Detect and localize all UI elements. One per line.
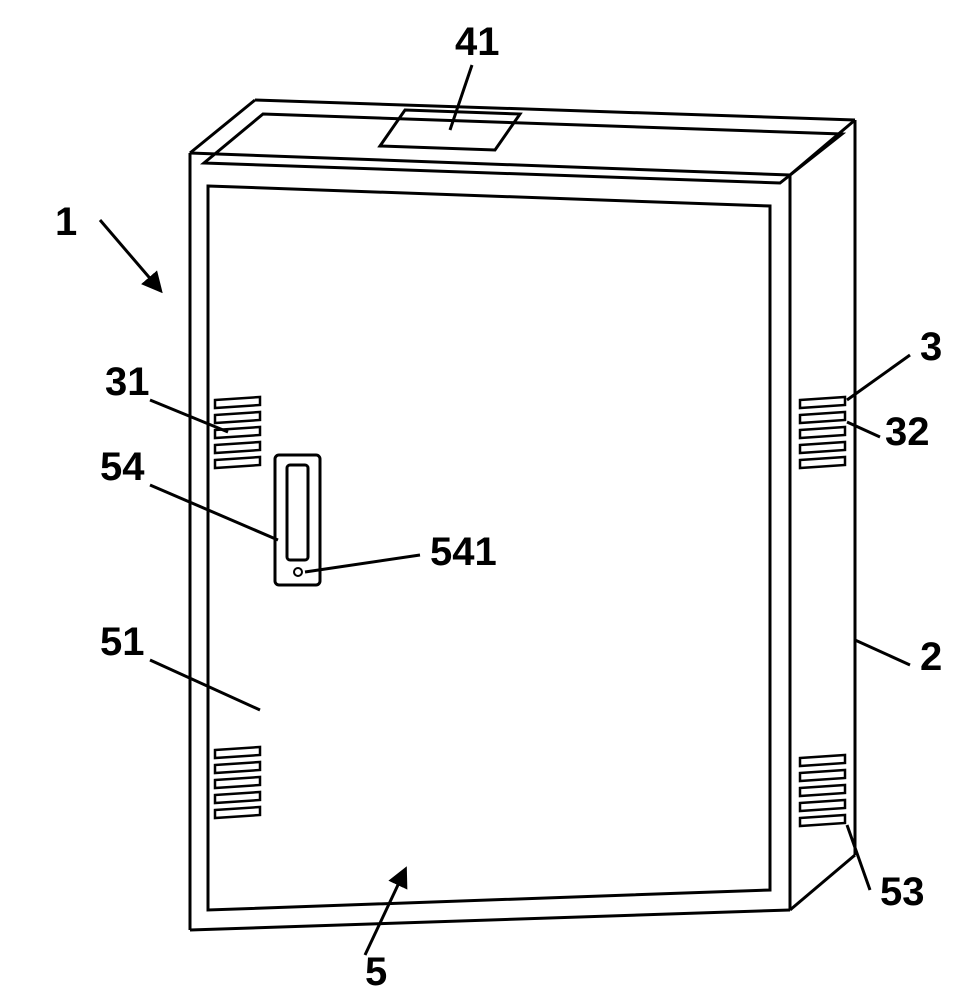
label-31: 31: [105, 360, 150, 404]
label-3: 3: [920, 325, 942, 369]
label-5: 5: [365, 950, 387, 994]
label-51: 51: [100, 620, 145, 664]
label-1: 1: [55, 200, 77, 244]
label-541: 541: [430, 530, 497, 574]
label-54: 54: [100, 445, 145, 489]
label-53: 53: [880, 870, 925, 914]
label-32: 32: [885, 410, 930, 454]
label-2: 2: [920, 635, 942, 679]
cabinet-diagram: 41 1 3 31 32 54 541 51 2 53 5: [0, 0, 974, 1000]
label-41: 41: [455, 20, 500, 64]
